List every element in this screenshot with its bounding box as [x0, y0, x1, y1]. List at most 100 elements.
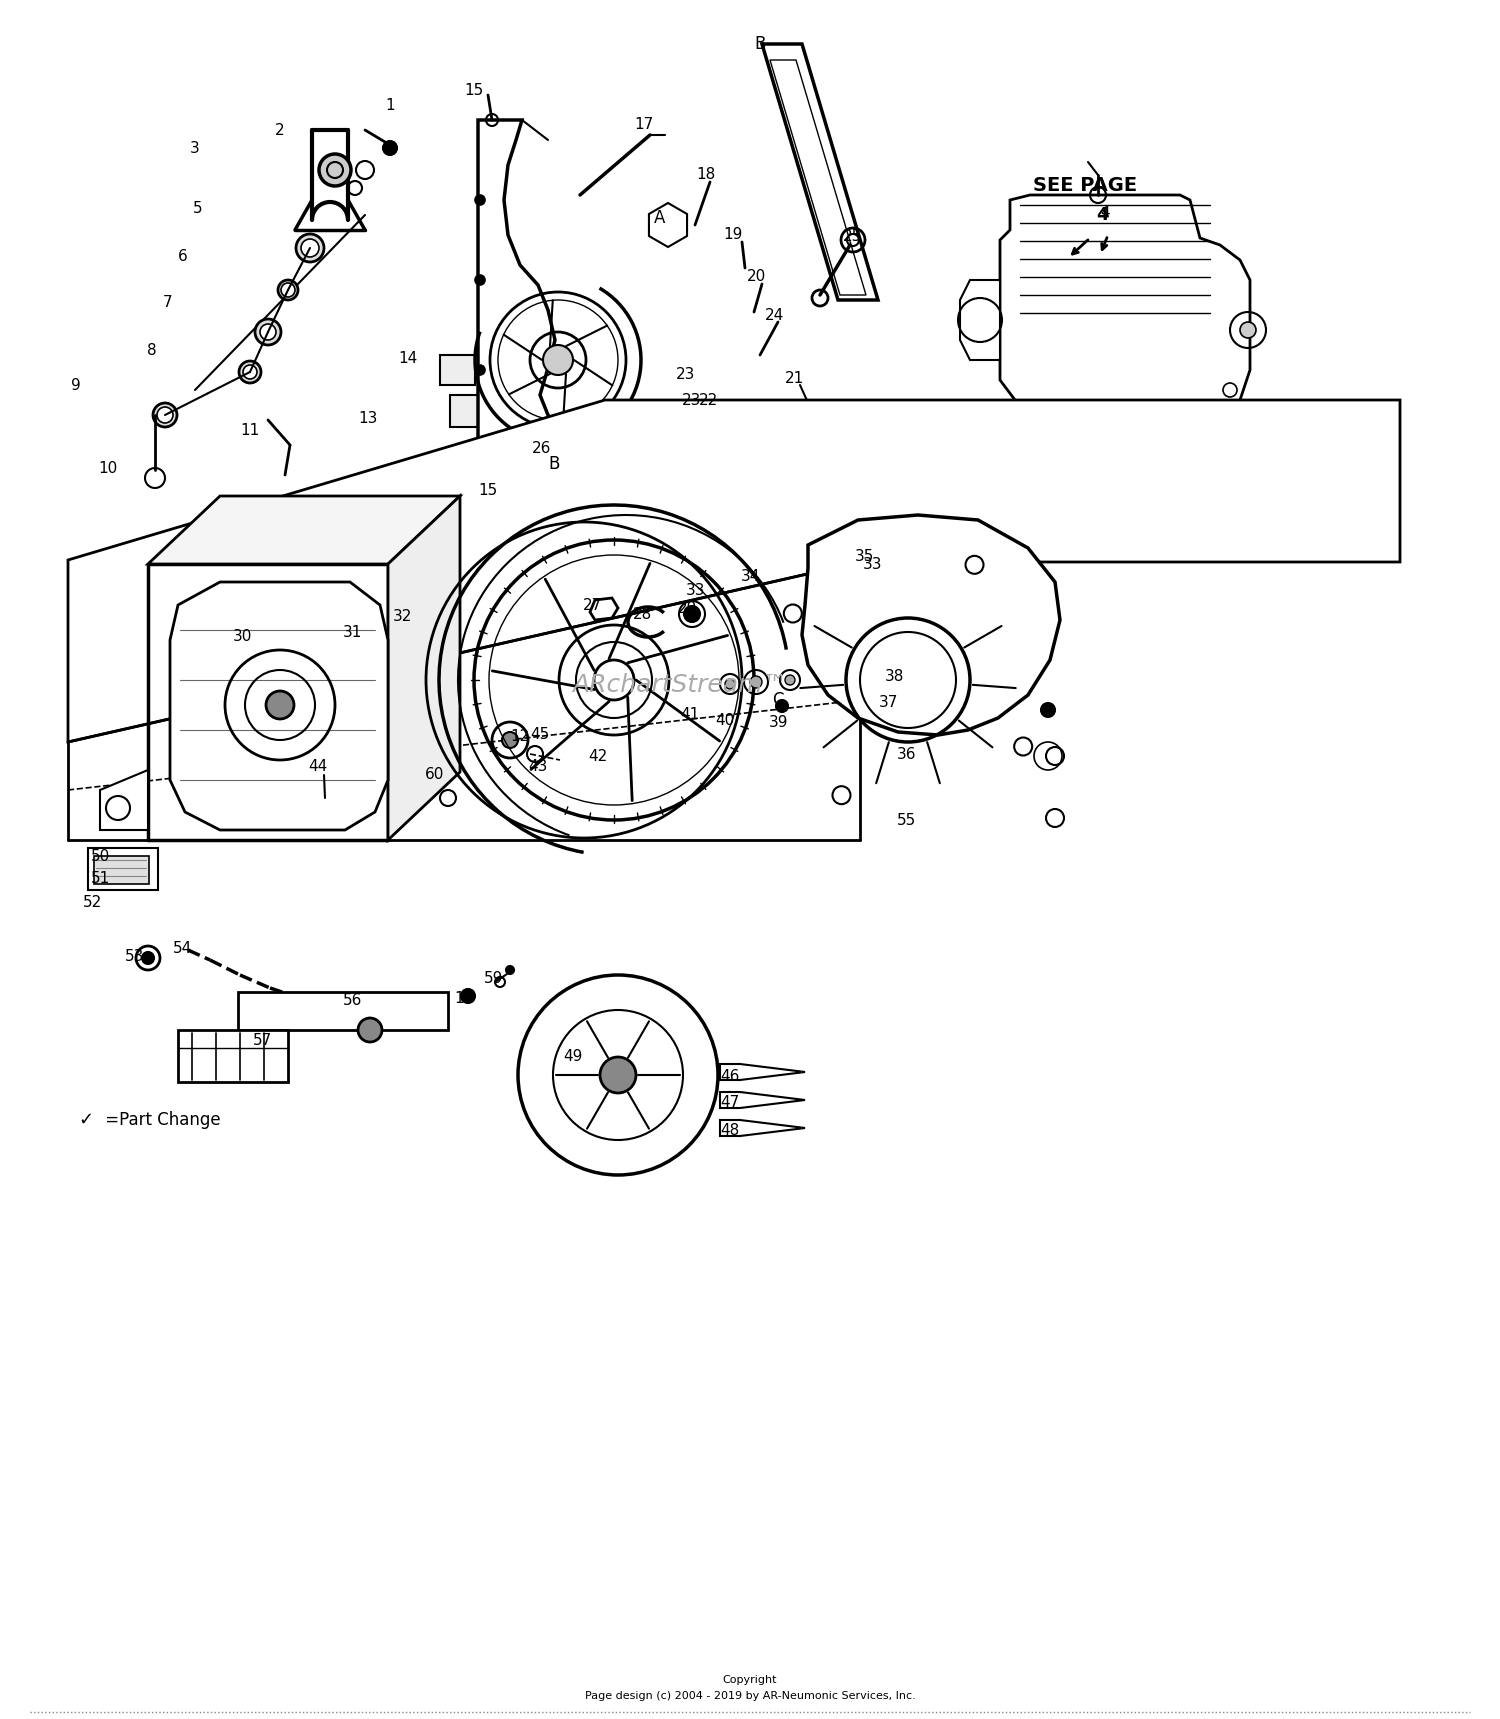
Text: 26: 26: [532, 440, 552, 456]
Circle shape: [320, 155, 351, 186]
Text: 41: 41: [681, 707, 699, 722]
Text: 29: 29: [678, 600, 698, 615]
Text: 3: 3: [190, 141, 200, 155]
Circle shape: [594, 660, 634, 700]
Text: 20: 20: [747, 268, 765, 284]
Text: 4: 4: [1100, 205, 1110, 220]
Text: 43: 43: [528, 758, 548, 774]
Polygon shape: [388, 497, 460, 841]
Text: 21: 21: [786, 371, 804, 385]
Text: 33: 33: [864, 557, 882, 571]
Text: ARchartStream™: ARchartStream™: [573, 674, 788, 696]
Text: 47: 47: [720, 1095, 740, 1109]
Circle shape: [784, 676, 795, 684]
Circle shape: [255, 320, 280, 346]
Circle shape: [238, 361, 261, 383]
Text: 33: 33: [686, 583, 705, 598]
Text: 48: 48: [720, 1123, 740, 1138]
Text: 35: 35: [855, 548, 874, 564]
Circle shape: [260, 323, 276, 340]
Text: Copyright: Copyright: [723, 1674, 777, 1685]
Text: 54: 54: [174, 940, 192, 956]
Circle shape: [724, 679, 735, 689]
Polygon shape: [68, 401, 1400, 743]
Text: 50: 50: [90, 849, 110, 863]
Text: 34: 34: [741, 569, 759, 583]
Circle shape: [542, 474, 554, 486]
Circle shape: [266, 691, 294, 719]
Text: 57: 57: [252, 1033, 272, 1047]
Circle shape: [684, 607, 700, 622]
Text: 23: 23: [682, 392, 702, 407]
Text: 32: 32: [393, 609, 412, 624]
Polygon shape: [100, 770, 148, 830]
Bar: [450, 395, 491, 426]
Text: 44: 44: [309, 758, 327, 774]
Text: 14: 14: [399, 351, 417, 366]
Circle shape: [243, 364, 256, 378]
Text: 60: 60: [426, 767, 444, 782]
Text: 10: 10: [99, 461, 117, 476]
Text: 55: 55: [897, 813, 916, 827]
Circle shape: [506, 966, 515, 975]
Text: A: A: [654, 210, 666, 227]
Circle shape: [503, 732, 518, 748]
Polygon shape: [802, 516, 1060, 736]
Text: 28: 28: [633, 607, 652, 622]
Text: 23: 23: [676, 366, 696, 382]
Polygon shape: [590, 598, 618, 621]
Circle shape: [710, 421, 718, 431]
Circle shape: [600, 1057, 636, 1093]
Polygon shape: [478, 120, 570, 511]
Text: 27: 27: [584, 598, 603, 612]
Text: 42: 42: [588, 748, 608, 763]
Bar: [440, 356, 476, 385]
Circle shape: [476, 445, 484, 456]
Text: 52: 52: [84, 894, 102, 909]
Text: 40: 40: [716, 712, 735, 727]
Text: 22: 22: [699, 392, 717, 407]
Text: SEE PAGE: SEE PAGE: [1034, 175, 1137, 194]
Circle shape: [1041, 703, 1054, 717]
Text: 16: 16: [454, 990, 474, 1006]
Text: 49: 49: [564, 1049, 582, 1064]
Text: 2: 2: [274, 122, 285, 138]
Circle shape: [280, 284, 296, 297]
Text: 56: 56: [344, 992, 363, 1007]
Polygon shape: [238, 992, 448, 1030]
Circle shape: [750, 676, 762, 688]
Circle shape: [358, 1018, 382, 1042]
Polygon shape: [720, 1064, 806, 1080]
Text: 30: 30: [232, 629, 252, 643]
Text: 7: 7: [164, 294, 172, 309]
Bar: [88, 847, 158, 890]
Text: C: C: [772, 691, 783, 708]
Polygon shape: [1050, 440, 1190, 500]
Text: Page design (c) 2004 - 2019 by AR-Neumonic Services, Inc.: Page design (c) 2004 - 2019 by AR-Neumon…: [585, 1691, 915, 1702]
Text: 59: 59: [484, 971, 504, 985]
Text: 24: 24: [765, 308, 784, 323]
Text: 46: 46: [720, 1069, 740, 1083]
Text: B: B: [754, 34, 765, 53]
Polygon shape: [720, 1121, 806, 1136]
Circle shape: [153, 402, 177, 426]
Text: 5: 5: [194, 201, 202, 215]
Text: =Part Change: =Part Change: [100, 1110, 220, 1129]
Circle shape: [296, 234, 324, 261]
Text: 25: 25: [843, 229, 861, 244]
Text: 31: 31: [342, 624, 362, 639]
Circle shape: [302, 239, 320, 258]
Text: 53: 53: [126, 949, 144, 964]
Circle shape: [776, 700, 788, 712]
Circle shape: [278, 280, 298, 301]
Circle shape: [382, 141, 398, 155]
Polygon shape: [650, 203, 687, 248]
Circle shape: [1240, 321, 1256, 339]
Text: 8: 8: [147, 342, 158, 358]
Text: 51: 51: [90, 870, 110, 885]
Text: 36: 36: [897, 746, 916, 762]
Text: ✓: ✓: [78, 1110, 93, 1129]
Circle shape: [476, 194, 484, 205]
Text: 38: 38: [885, 669, 904, 684]
Circle shape: [460, 988, 476, 1002]
